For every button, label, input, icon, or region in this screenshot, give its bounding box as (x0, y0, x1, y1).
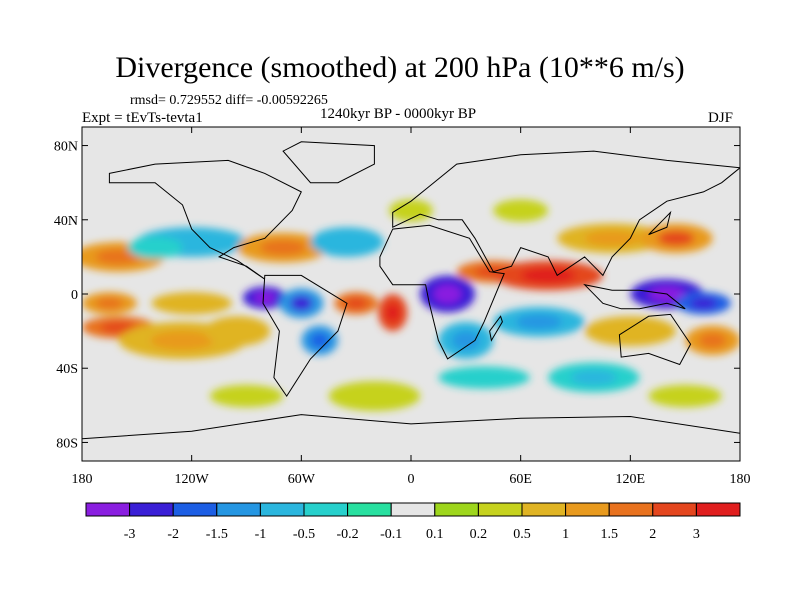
anomaly-core-32 (570, 370, 617, 385)
anomaly-core-7 (220, 323, 254, 339)
colorbar-swatch (303, 502, 349, 517)
anomaly-core-14 (385, 303, 401, 322)
season-text: DJF (708, 110, 734, 126)
colorbar-swatch (695, 502, 741, 517)
coastline-africa (379, 224, 505, 360)
lat-tick-label: 40S (56, 362, 78, 377)
anomaly-core-6 (150, 331, 215, 350)
period-text: 1240kyr BP - 0000kyr BP (320, 106, 477, 122)
lat-tick-label: 80N (54, 140, 78, 155)
coastline-antarctica (82, 414, 740, 461)
anomaly-core-3 (95, 297, 124, 309)
lon-tick-label: 120E (616, 472, 646, 487)
colorbar-swatch (259, 502, 305, 517)
coastline-madagascar (489, 315, 503, 342)
coastline-south-america (262, 274, 348, 398)
anomaly-core-2 (141, 242, 169, 254)
lon-tick-label: 180 (730, 472, 751, 487)
anomaly-core-0 (95, 249, 142, 265)
anomaly-core-28 (351, 388, 398, 404)
anomaly-core-19 (516, 314, 562, 330)
colorbar-swatch (565, 502, 610, 517)
colorbar-swatch (216, 502, 261, 517)
colorbar-swatch (85, 502, 131, 517)
anomaly-core-26 (400, 204, 422, 217)
anomaly-core-4 (100, 321, 137, 333)
colorbar-swatch (652, 502, 697, 517)
axis-ticks: 180 120W 60W 0 60E 120E 180 80N 40N 0 40S 80S (54, 127, 751, 487)
anomaly-core-12 (328, 234, 366, 250)
anomaly-core-21 (657, 230, 695, 246)
lon-tick-label: 180 (72, 472, 93, 487)
coastlines (82, 141, 740, 461)
anomaly-core-31 (666, 390, 704, 402)
lon-tick-label: 60E (509, 472, 532, 487)
lat-tick-label: 80S (56, 436, 78, 451)
colorbar-swatch (129, 502, 174, 517)
lat-tick-label: 0 (71, 288, 78, 303)
colorbar-swatch (347, 502, 392, 517)
colorbar-swatch (521, 502, 567, 517)
anomaly-core-11 (260, 240, 306, 256)
stats-text: rmsd= 0.729552 diff= -0.00592265 (130, 93, 328, 108)
colorbar-label: -1.5 (206, 527, 228, 542)
anomaly-core-9 (290, 295, 313, 311)
colorbar-label: -3 (124, 527, 136, 542)
experiment-text: Expt = tEvTs-tevta1 (82, 110, 203, 126)
colorbar: -3 -2 -1.5 -1 -0.5 -0.2 -0.1 0.1 0.2 0.5 1 1.5 2 3 (85, 502, 741, 542)
colorbar-swatch (608, 502, 654, 517)
anomaly-core-18 (520, 268, 576, 283)
lon-tick-label: 60W (288, 472, 316, 487)
colorbar-label: 2 (649, 527, 656, 542)
colorbar-swatch (390, 502, 436, 517)
colorbar-label: 1.5 (600, 527, 618, 542)
anomaly-core-8 (253, 292, 276, 304)
coastline-indonesia (583, 283, 686, 310)
anomaly-core-16 (452, 331, 480, 350)
anomaly-core-30 (228, 390, 265, 402)
anomaly-core-5 (171, 297, 212, 309)
colorbar-label: -1 (255, 527, 267, 542)
chart-title: Divergence (smoothed) at 200 hPa (10**6 … (115, 51, 685, 84)
lat-tick-label: 40N (54, 214, 78, 229)
colorbar-label: -0.2 (337, 527, 359, 542)
coastline-greenland (282, 141, 375, 184)
coastline-australia (618, 313, 692, 366)
colorbar-swatch (434, 502, 479, 517)
lon-tick-label: 120W (175, 472, 210, 487)
lon-tick-label: 0 (408, 472, 415, 487)
anomaly-core-10 (310, 332, 329, 348)
colorbar-label: 3 (693, 527, 700, 542)
anomaly-core-20 (584, 230, 640, 246)
coastline-north-america (108, 159, 302, 280)
colorbar-label: -0.1 (380, 527, 402, 542)
anomaly-field (82, 199, 740, 411)
anomaly-core-24 (607, 323, 654, 339)
anomaly-core-15 (433, 284, 462, 304)
colorbar-label: 0.1 (426, 527, 444, 542)
colorbar-label: 0.2 (470, 527, 488, 542)
colorbar-swatch (477, 502, 523, 517)
coastline-europe-asia (392, 150, 740, 277)
anomaly-core-13 (345, 297, 368, 309)
anomaly-core-23 (689, 297, 718, 309)
coastline-japan (648, 210, 672, 236)
colorbar-label: -2 (167, 527, 179, 542)
anomaly-core-29 (461, 371, 507, 384)
colorbar-swatch (172, 502, 218, 517)
anomaly-core-25 (698, 332, 727, 348)
anomaly-core-27 (506, 204, 535, 217)
colorbar-label: 0.5 (513, 527, 531, 542)
colorbar-label: 1 (562, 527, 569, 542)
colorbar-label: -0.5 (293, 527, 315, 542)
